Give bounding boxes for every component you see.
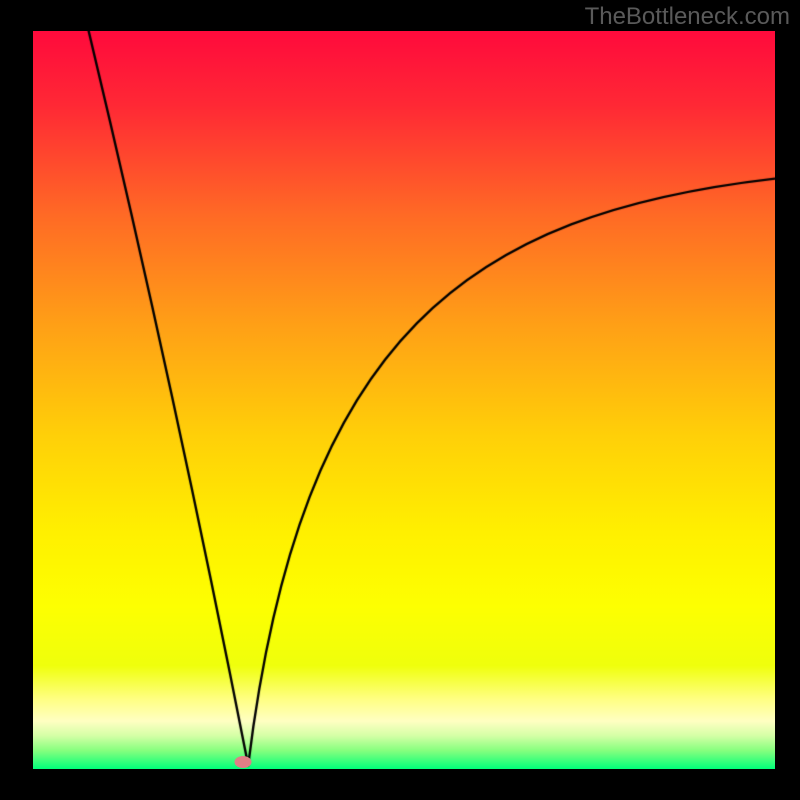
watermark-text: TheBottleneck.com (585, 3, 790, 31)
plot-area (33, 31, 775, 769)
curve-canvas (33, 31, 775, 769)
chart-container: TheBottleneck.com (0, 0, 800, 800)
minimum-marker (234, 756, 251, 768)
